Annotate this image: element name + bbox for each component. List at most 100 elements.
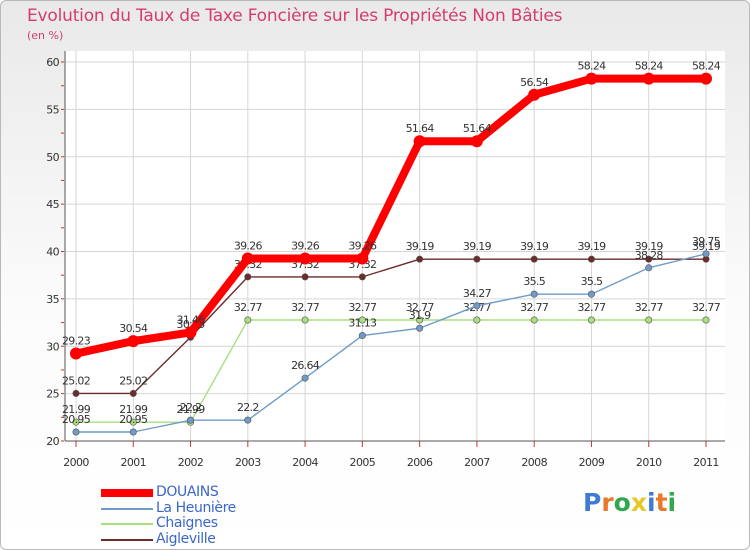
y-tick-label-20: 20 — [46, 435, 59, 448]
data-point-la-heuni-re-2002 — [187, 416, 195, 424]
data-point-aigleville-2007 — [473, 255, 481, 263]
y-tick-label-55: 55 — [46, 103, 59, 116]
data-label-douains-2005: 39.26 — [348, 240, 377, 253]
x-tick-label-2002: 2002 — [178, 456, 204, 469]
data-point-douains-2005 — [356, 252, 369, 265]
data-label-aigleville-2008: 39.19 — [520, 240, 549, 253]
data-point-la-heuni-re-2007 — [473, 302, 481, 310]
y-tick-label-60: 60 — [46, 56, 59, 69]
data-point-chaignes-2003 — [244, 316, 252, 324]
y-axis-unit: (en %) — [27, 29, 64, 42]
data-point-aigleville-2006 — [416, 255, 424, 263]
data-label-douains-2003: 39.26 — [234, 240, 263, 253]
data-point-chaignes-2005 — [358, 316, 366, 324]
data-point-la-heuni-re-2000 — [72, 428, 80, 436]
x-tick-label-2008: 2008 — [521, 456, 547, 469]
data-label-la-heuni-re-2004: 26.64 — [291, 359, 320, 372]
data-label-la-heuni-re-2006: 31.9 — [409, 309, 431, 322]
data-label-aigleville-2010: 39.19 — [635, 240, 664, 253]
data-point-douains-2003 — [241, 252, 254, 265]
data-point-la-heuni-re-2009 — [587, 290, 595, 298]
data-label-aigleville-2000: 25.02 — [62, 374, 90, 387]
data-point-chaignes-2004 — [301, 316, 309, 324]
data-point-aigleville-2009 — [587, 255, 595, 263]
logo-letter: o — [613, 488, 631, 517]
plot-area — [65, 51, 725, 441]
data-point-aigleville-2008 — [530, 255, 538, 263]
data-label-chaignes-2003: 32.77 — [234, 301, 263, 314]
legend-label-douains: DOUAINS — [156, 484, 219, 500]
legend-swatch-chaignes — [101, 523, 153, 525]
data-point-la-heuni-re-2010 — [645, 264, 653, 272]
data-label-aigleville-2006: 39.19 — [406, 240, 435, 253]
data-point-la-heuni-re-2008 — [530, 290, 538, 298]
data-label-douains-2007: 51.64 — [463, 122, 492, 135]
x-tick-label-2003: 2003 — [235, 456, 261, 469]
data-label-chaignes-2002: 21.99 — [177, 403, 206, 416]
data-label-la-heuni-re-2001: 20.95 — [119, 413, 148, 426]
data-point-la-heuni-re-2003 — [244, 416, 252, 424]
x-tick-label-2000: 2000 — [63, 456, 89, 469]
data-label-la-heuni-re-2002: 22.2 — [180, 401, 202, 414]
data-label-douains-2011: 58.24 — [692, 60, 721, 73]
data-point-chaignes-2006 — [416, 316, 424, 324]
data-point-aigleville-2004 — [301, 273, 309, 281]
data-point-douains-2008 — [528, 88, 541, 101]
data-point-la-heuni-re-2001 — [129, 428, 137, 436]
data-label-douains-2000: 29.23 — [62, 335, 91, 348]
logo-letter: t — [655, 488, 668, 517]
y-tick-label-40: 40 — [46, 246, 59, 259]
y-tick-label-30: 30 — [46, 340, 59, 353]
data-label-la-heuni-re-2003: 22.2 — [237, 401, 259, 414]
data-label-douains-2008: 56.54 — [520, 76, 549, 89]
logo-letter: r — [601, 488, 614, 517]
data-point-aigleville-2000 — [72, 389, 80, 397]
legend-swatch-la-heuni-re — [101, 507, 153, 510]
data-point-chaignes-2001 — [129, 418, 137, 426]
data-label-chaignes-2010: 32.77 — [635, 301, 664, 314]
logo-letter: x — [630, 488, 647, 517]
data-point-douains-2011 — [700, 72, 712, 85]
data-label-la-heuni-re-2008: 35.5 — [523, 275, 545, 288]
data-point-chaignes-2011 — [702, 316, 710, 324]
y-tick-label-35: 35 — [46, 293, 59, 306]
data-point-douains-2004 — [299, 252, 312, 265]
data-label-aigleville-2007: 39.19 — [463, 240, 492, 253]
data-label-aigleville-2001: 25.02 — [119, 374, 147, 387]
data-point-aigleville-2005 — [358, 273, 366, 281]
data-label-douains-2004: 39.26 — [291, 240, 320, 253]
data-label-chaignes-2008: 32.77 — [520, 301, 549, 314]
data-label-chaignes-2000: 21.99 — [62, 403, 91, 416]
data-point-chaignes-2008 — [530, 316, 538, 324]
data-point-douains-2006 — [413, 135, 426, 148]
data-point-la-heuni-re-2011 — [702, 250, 710, 258]
data-label-chaignes-2001: 21.99 — [119, 403, 148, 416]
legend-label-aigleville: Aigleville — [156, 530, 216, 547]
x-tick-label-2006: 2006 — [407, 456, 433, 469]
x-tick-label-2010: 2010 — [636, 456, 662, 469]
series-line-aigleville — [75, 258, 707, 395]
data-label-la-heuni-re-2000: 20.95 — [62, 413, 91, 426]
data-point-douains-2007 — [470, 135, 483, 148]
data-label-douains-2006: 51.64 — [406, 122, 435, 135]
data-point-aigleville-2003 — [244, 273, 252, 281]
x-tick-label-2004: 2004 — [292, 456, 318, 469]
x-tick-label-2005: 2005 — [350, 456, 376, 469]
logo-letter: i — [647, 488, 656, 517]
data-label-aigleville-2009: 39.19 — [577, 240, 606, 253]
data-point-douains-2000 — [70, 347, 82, 360]
series-line-douains — [72, 74, 710, 358]
data-point-chaignes-2010 — [645, 316, 653, 324]
legend-label-la-heuni-re: La Heunière — [156, 499, 236, 516]
data-point-chaignes-2007 — [473, 316, 481, 324]
data-point-la-heuni-re-2004 — [301, 374, 309, 382]
data-label-chaignes-2011: 32.77 — [692, 301, 721, 314]
data-label-chaignes-2009: 32.77 — [577, 301, 606, 314]
data-label-chaignes-2006: 32.77 — [406, 301, 435, 314]
data-label-douains-2009: 58.24 — [577, 60, 606, 73]
data-label-la-heuni-re-2010: 38.28 — [635, 249, 664, 262]
data-point-la-heuni-re-2005 — [358, 332, 366, 340]
series-line-la-heuni-re — [75, 253, 707, 433]
